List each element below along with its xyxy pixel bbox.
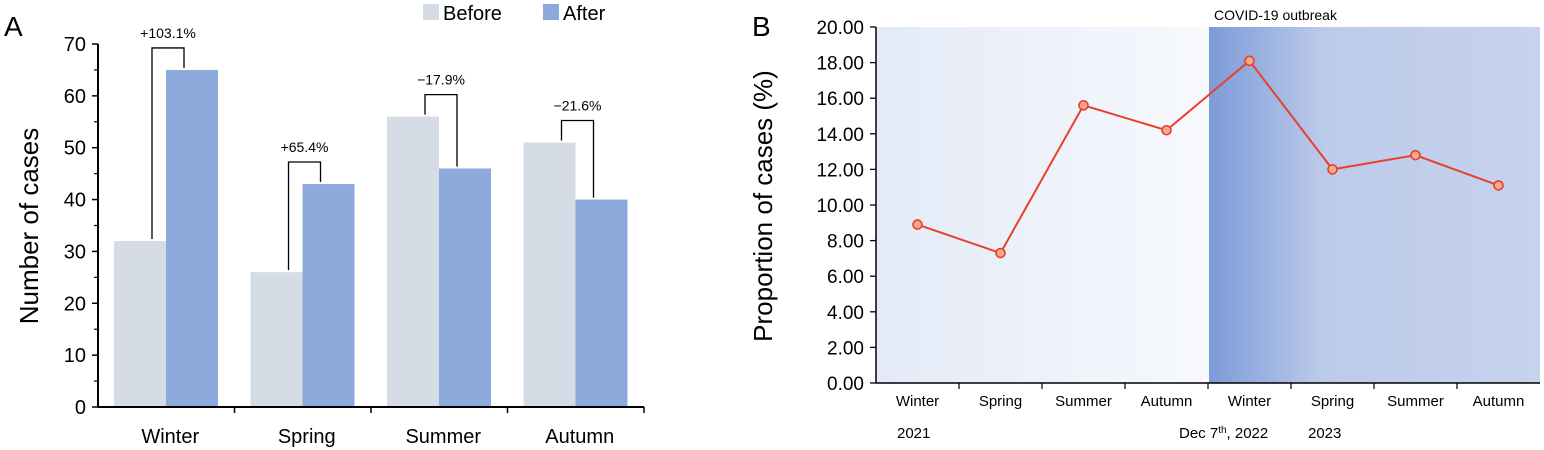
data-point-2 <box>1078 100 1089 111</box>
data-point-0 <box>912 219 923 230</box>
bar-after-0 <box>166 69 218 407</box>
data-point-6 <box>1410 149 1421 161</box>
outbreak-annotation: COVID-19 outbreak <box>1214 7 1338 23</box>
y-tick-label-8: 16.00 <box>816 89 864 110</box>
legend-before-label: Before <box>443 3 502 25</box>
y-tick-label-3: 6.00 <box>827 267 864 288</box>
bar-after-1 <box>302 184 355 407</box>
panel-b-line <box>912 55 1504 259</box>
outbreak-background <box>1209 27 1540 383</box>
x-tick-label-1: Spring <box>979 393 1022 410</box>
y-tick-label-5: 10.00 <box>816 196 864 217</box>
change-bracket-0 <box>151 47 185 240</box>
y-tick-label-0: 0 <box>75 397 86 419</box>
panel-a-label: A <box>4 11 23 42</box>
legend-before-swatch <box>423 4 439 20</box>
year-label-2023: 2023 <box>1308 425 1341 442</box>
y-tick-label-3: 30 <box>64 241 86 263</box>
x-tick-label-4: Winter <box>1228 393 1271 410</box>
data-point-7 <box>1493 180 1504 191</box>
data-point-5 <box>1327 164 1338 175</box>
pre-outbreak-background <box>876 27 1209 383</box>
bar-after-2 <box>439 168 491 407</box>
y-tick-label-7: 70 <box>64 34 86 56</box>
y-tick-label-7: 14.00 <box>816 125 864 146</box>
x-tick-label-2: Summer <box>405 426 481 448</box>
year-label-2021: 2021 <box>897 425 930 442</box>
panel-a-annotations: +103.1% +65.4% −17.9% −21.6% <box>140 25 602 271</box>
y-tick-label-6: 60 <box>64 86 86 108</box>
year-label-th: th <box>1218 425 1226 436</box>
y-tick-label-10: 20.00 <box>816 18 864 39</box>
bar-before-1 <box>250 272 303 407</box>
year-label-dec: Dec 7 <box>1179 425 1218 442</box>
y-tick-label-2: 20 <box>64 293 86 315</box>
bar-before-2 <box>387 116 439 407</box>
y-tick-label-0: 0.00 <box>827 374 864 395</box>
x-tick-label-5: Spring <box>1311 393 1354 410</box>
change-label-2: −17.9% <box>417 72 465 88</box>
data-point-4 <box>1244 55 1255 67</box>
panel-b-y-axis-label: Proportion of cases (%) <box>748 70 778 342</box>
panel-a-legend: Before After <box>423 3 606 25</box>
x-tick-label-2: Summer <box>1055 393 1112 410</box>
change-label-1: +65.4% <box>281 139 329 155</box>
panel-a-bars <box>114 69 628 407</box>
change-bracket-1 <box>287 161 322 271</box>
x-tick-label-0: Winter <box>141 426 199 448</box>
panel-b-axes: 0.00 2.00 4.00 6.00 8.00 10.00 12.00 14.00 16.00… <box>816 18 1540 410</box>
y-tick-label-9: 18.00 <box>816 54 864 75</box>
change-label-3: −21.6% <box>554 98 602 114</box>
y-tick-label-1: 10 <box>64 345 86 367</box>
bar-before-3 <box>523 142 576 407</box>
panel-a-bar-chart: A Before After Number of cases +103.1% +6… <box>4 3 645 448</box>
panel-a-axes: Winter Spring Summer Autumn 0 10 20 30 40 50 60 70 <box>64 34 645 448</box>
x-tick-label-1: Spring <box>278 426 336 448</box>
y-tick-label-5: 50 <box>64 138 86 160</box>
year-label-2022: , 2022 <box>1227 425 1269 442</box>
bar-after-3 <box>575 199 628 407</box>
panel-a-y-axis-label: Number of cases <box>14 128 44 325</box>
change-bracket-2 <box>424 93 458 167</box>
data-point-1 <box>995 247 1006 259</box>
legend-after-label: After <box>563 3 606 25</box>
panel-b-label: B <box>752 11 771 42</box>
change-label-0: +103.1% <box>140 25 196 41</box>
x-tick-label-0: Winter <box>896 393 939 410</box>
x-tick-label-3: Autumn <box>545 426 614 448</box>
legend-after-swatch <box>543 4 559 20</box>
panel-b-line-chart: B COVID-19 outbreak Proportion of cases … <box>748 7 1540 442</box>
x-tick-label-6: Summer <box>1387 393 1444 410</box>
x-tick-label-3: Autumn <box>1141 393 1193 410</box>
series-line <box>917 59 1499 255</box>
y-tick-label-6: 12.00 <box>816 160 864 181</box>
x-tick-label-7: Autumn <box>1473 393 1525 410</box>
data-point-3 <box>1161 124 1172 136</box>
y-tick-label-2: 4.00 <box>827 303 864 324</box>
change-bracket-3 <box>560 119 595 198</box>
bar-before-0 <box>114 241 166 407</box>
y-tick-label-4: 40 <box>64 190 86 212</box>
y-tick-label-4: 8.00 <box>827 232 864 253</box>
y-tick-label-1: 2.00 <box>827 338 864 359</box>
year-label-dec-2022: Dec 7th, 2022 <box>1179 425 1268 443</box>
